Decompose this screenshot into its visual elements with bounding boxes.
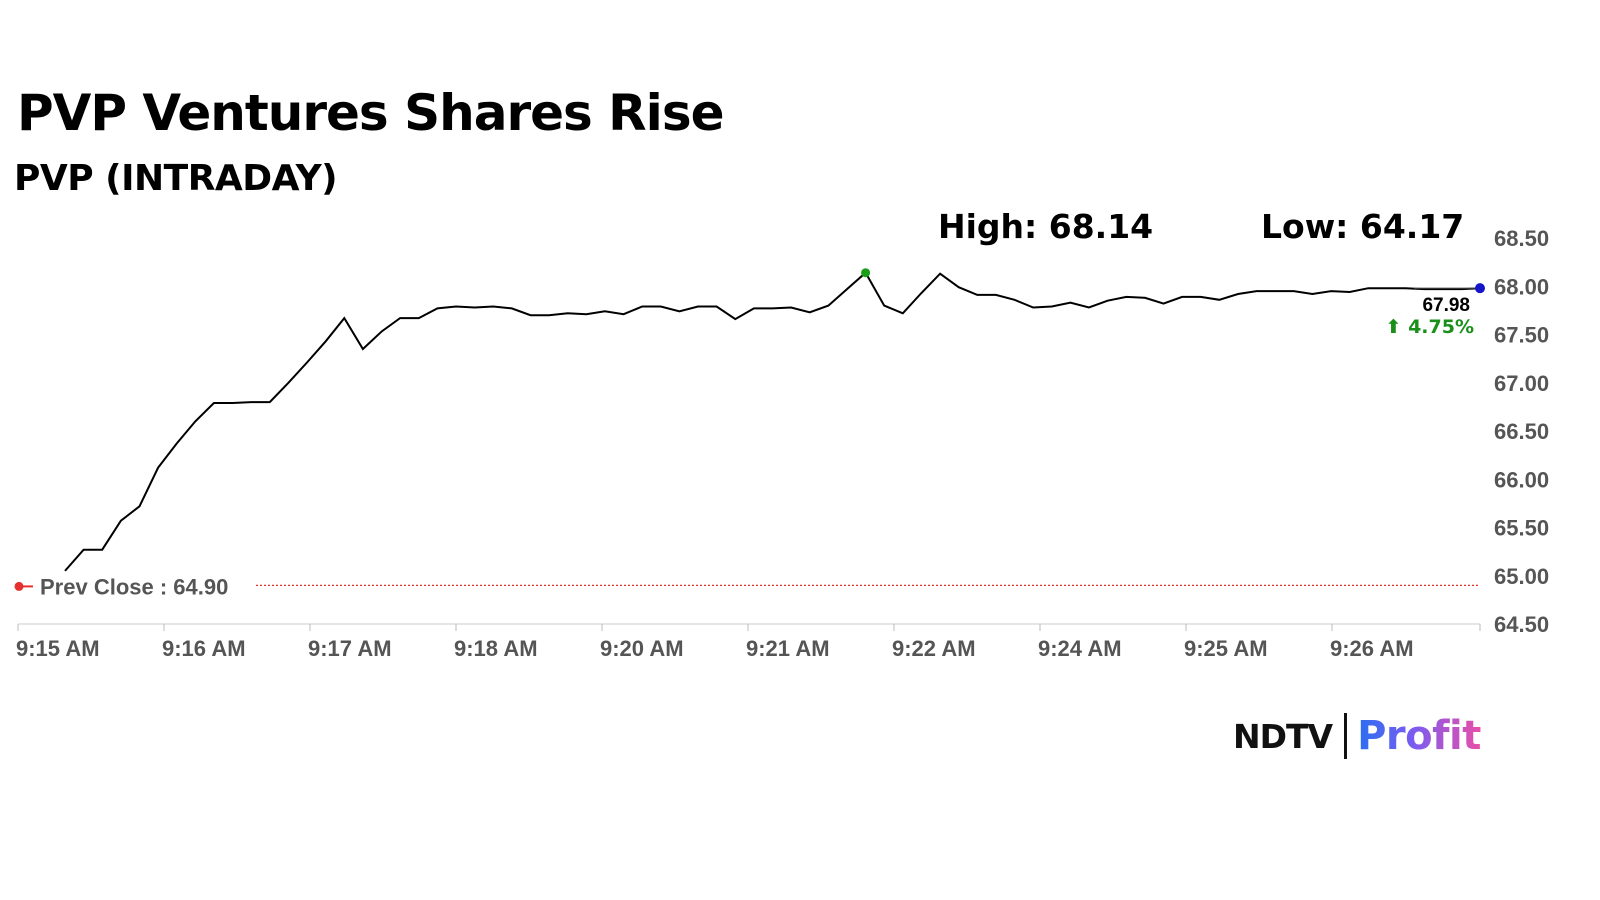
- y-tick-label: 64.50: [1494, 612, 1549, 637]
- y-tick-label: 67.00: [1494, 371, 1549, 396]
- y-tick-label: 65.50: [1494, 516, 1549, 541]
- high-dot: [861, 268, 871, 278]
- intraday-line-chart: 68.50 68.00 67.50 67.00 66.50 66.00 65.50 65.00…: [14, 226, 1549, 661]
- y-tick-label: 65.00: [1494, 564, 1549, 589]
- y-axis: 68.50 68.00 67.50 67.00 66.50 66.00 65.50 65.00…: [1494, 226, 1549, 637]
- prev-close-dot: [14, 581, 24, 591]
- x-tick-label: 9:22 AM: [892, 636, 976, 661]
- ndtv-profit-logo: NDTV Profit: [1233, 708, 1481, 764]
- y-tick-label: 68.50: [1494, 226, 1549, 251]
- last-price-dot: [1475, 283, 1485, 294]
- low-label: Low: 64.17: [1261, 207, 1465, 246]
- y-tick-label: 66.00: [1494, 467, 1549, 492]
- x-tick-label: 9:20 AM: [600, 636, 684, 661]
- price-line: [64, 271, 1481, 572]
- chart-subtitle: PVP (INTRADAY): [14, 158, 338, 199]
- last-price-label: 67.98: [1422, 295, 1470, 316]
- x-tick-label: 9:21 AM: [746, 636, 830, 661]
- y-tick-label: 68.00: [1494, 274, 1549, 299]
- x-tick-label: 9:24 AM: [1038, 636, 1122, 661]
- x-tick-label: 9:25 AM: [1184, 636, 1268, 661]
- x-tick-label: 9:26 AM: [1330, 636, 1414, 661]
- y-tick-label: 67.50: [1494, 323, 1549, 348]
- prev-close-group: Prev Close : 64.90: [14, 574, 1480, 599]
- x-axis: 9:15 AM 9:16 AM 9:17 AM 9:18 AM 9:20 AM 9:21 …: [16, 623, 1481, 661]
- logo-profit-text: Profit: [1357, 713, 1481, 759]
- x-tick-label: 9:17 AM: [308, 636, 392, 661]
- y-tick-label: 66.50: [1494, 419, 1549, 444]
- x-tick-label: 9:15 AM: [16, 636, 100, 661]
- markers: 67.98⬆ 4.75%: [861, 268, 1485, 338]
- prev-close-label: Prev Close : 64.90: [40, 574, 228, 599]
- x-tick-label: 9:18 AM: [454, 636, 538, 661]
- logo-divider: [1344, 713, 1348, 759]
- chart-title: PVP Ventures Shares Rise: [17, 84, 724, 142]
- x-tick-label: 9:16 AM: [162, 636, 246, 661]
- logo-ndtv-text: NDTV: [1233, 716, 1333, 756]
- change-percent-label: ⬆ 4.75%: [1386, 316, 1474, 338]
- high-label: High: 68.14: [938, 207, 1154, 246]
